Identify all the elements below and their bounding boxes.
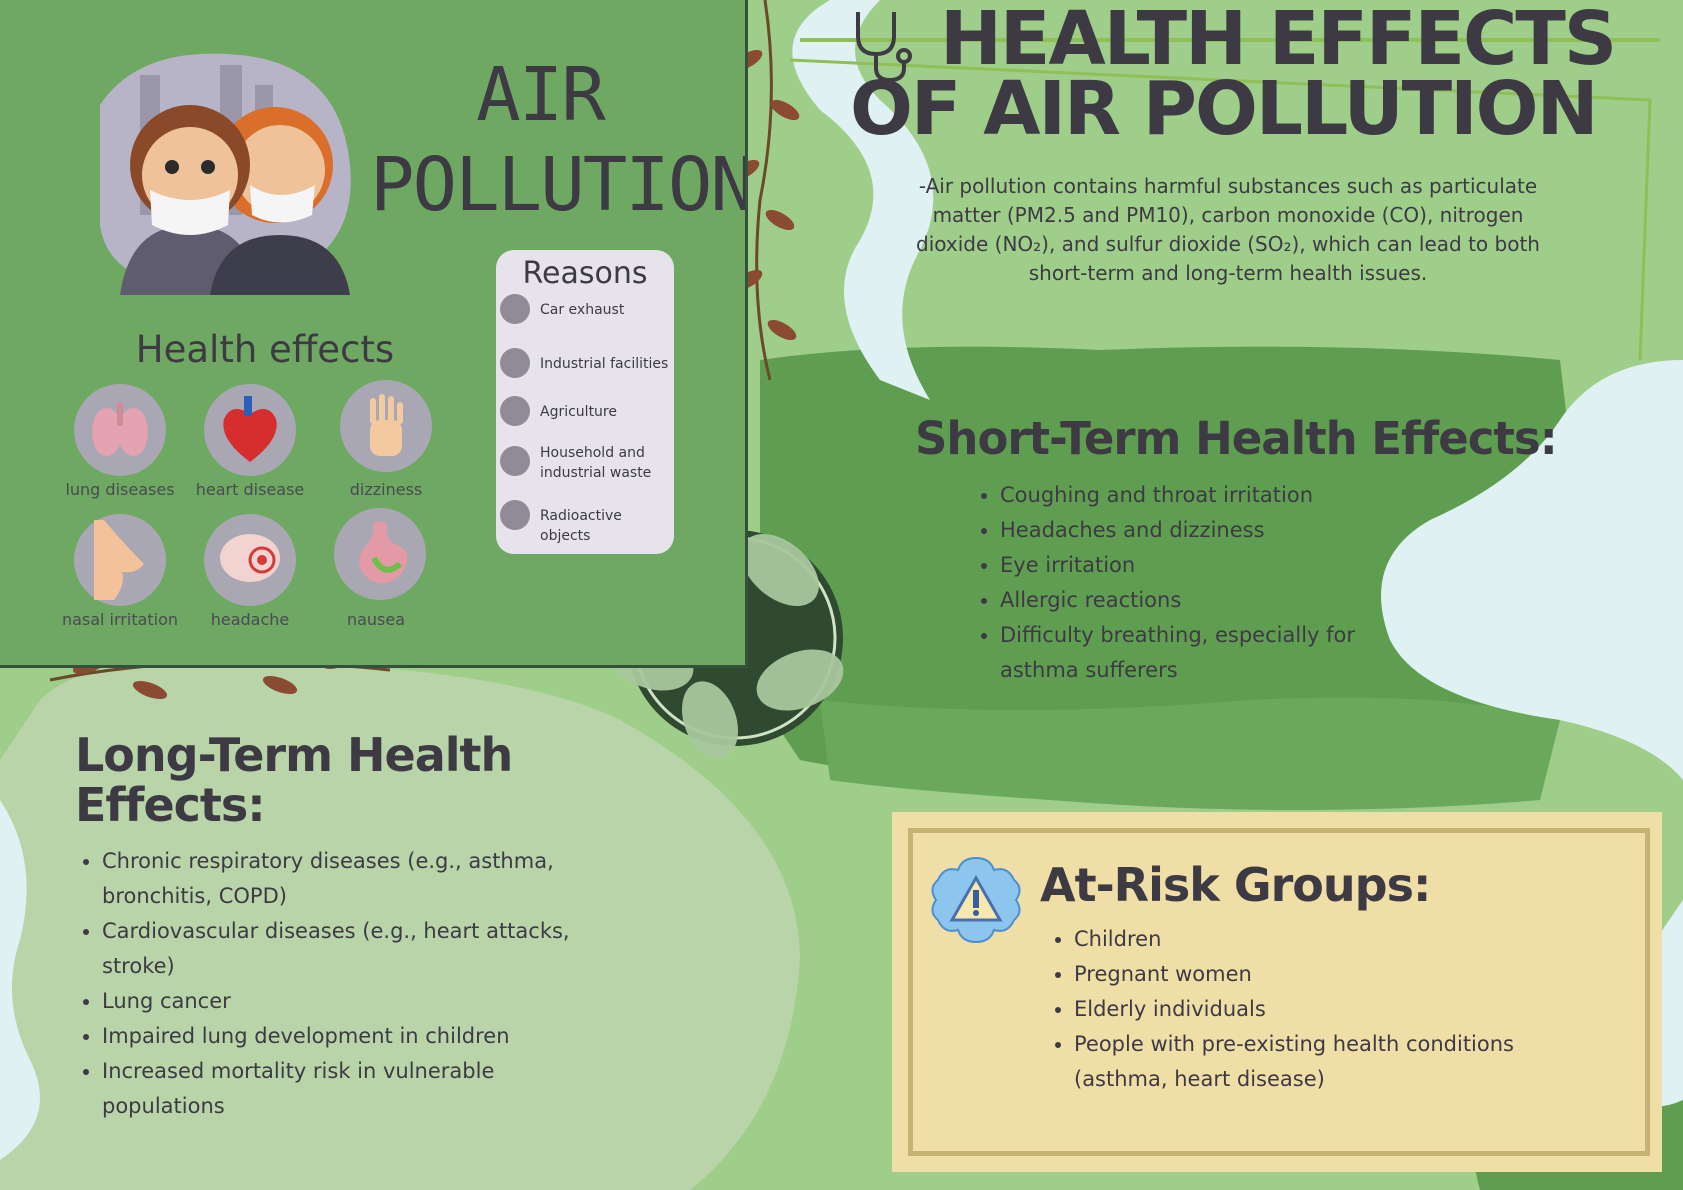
stomach-icon: [334, 508, 426, 600]
long-term-heading: Long-Term Health Effects:: [75, 728, 513, 832]
list-item: Coughing and throat irritation: [1000, 478, 1420, 513]
lungs-icon: [74, 384, 166, 476]
health-effects-heading: Health effects: [135, 328, 395, 371]
list-item: Difficulty breathing, especially for ast…: [1000, 618, 1420, 688]
factory-icon: [500, 348, 530, 378]
reasons-box: Reasons Car exhaust Industrial facilitie…: [496, 250, 674, 554]
list-item: People with pre-existing health conditio…: [1074, 1027, 1614, 1097]
car-icon: [500, 294, 530, 324]
at-risk-border: [908, 828, 1650, 1156]
at-risk-heading: At-Risk Groups:: [1040, 858, 1431, 912]
long-term-list: Chronic respiratory diseases (e.g., asth…: [82, 844, 622, 1124]
air-pollution-panel: AIR POLLUTION Health effects lung diseas…: [0, 0, 748, 668]
list-item: Headaches and dizziness: [1000, 513, 1420, 548]
masked-people-illustration: [100, 53, 351, 295]
radiation-icon: [500, 500, 530, 530]
reason-agriculture: Agriculture: [540, 404, 617, 420]
brain-icon: [204, 514, 296, 606]
main-title-line2: OF AIR POLLUTION: [850, 66, 1599, 152]
list-item: Lung cancer: [102, 984, 622, 1019]
reason-radioactive: Radioactive objects: [540, 508, 622, 544]
reason-car-exhaust: Car exhaust: [540, 302, 625, 318]
reason-waste: Household and industrial waste: [540, 445, 652, 481]
intro-paragraph: -Air pollution contains harmful substanc…: [916, 174, 1540, 285]
list-item: Chronic respiratory diseases (e.g., asth…: [102, 844, 622, 914]
main-title: HEALTH EFFECTS OF AIR POLLUTION: [850, 0, 1680, 152]
heart-icon: [204, 384, 296, 476]
effect-label-heart: heart disease: [195, 480, 305, 499]
effect-label-nasal: nasal irritation: [61, 610, 179, 629]
effect-label-headache: headache: [210, 610, 290, 629]
main-title-line1: HEALTH EFFECTS: [940, 0, 1617, 82]
list-item: Children: [1074, 922, 1614, 957]
air-pollution-title: AIR POLLUTION: [370, 52, 748, 228]
reasons-title: Reasons: [522, 256, 648, 291]
list-item: Cardiovascular diseases (e.g., heart att…: [102, 914, 622, 984]
effect-label-nausea: nausea: [346, 610, 406, 629]
at-risk-box: At-Risk Groups: Children Pregnant women …: [892, 812, 1662, 1172]
list-item: Allergic reactions: [1000, 583, 1420, 618]
list-item: Increased mortality risk in vulnerable p…: [102, 1054, 622, 1124]
wheat-icon: [500, 396, 530, 426]
list-item: Pregnant women: [1074, 957, 1614, 992]
at-risk-list: Children Pregnant women Elderly individu…: [1054, 922, 1614, 1097]
reason-industrial: Industrial facilities: [540, 356, 669, 372]
list-item: Elderly individuals: [1074, 992, 1614, 1027]
list-item: Eye irritation: [1000, 548, 1420, 583]
stethoscope-icon: [856, 12, 912, 83]
effect-label-dizziness: dizziness: [349, 480, 423, 499]
effect-label-lung: lung diseases: [65, 480, 175, 499]
short-term-list: Coughing and throat irritation Headaches…: [980, 478, 1420, 688]
trash-icon: [500, 446, 530, 476]
hand-icon: [340, 380, 432, 472]
short-term-heading: Short-Term Health Effects:: [915, 412, 1558, 465]
warning-icon: [931, 856, 1021, 944]
nose-icon: [74, 514, 166, 606]
list-item: Impaired lung development in children: [102, 1019, 622, 1054]
